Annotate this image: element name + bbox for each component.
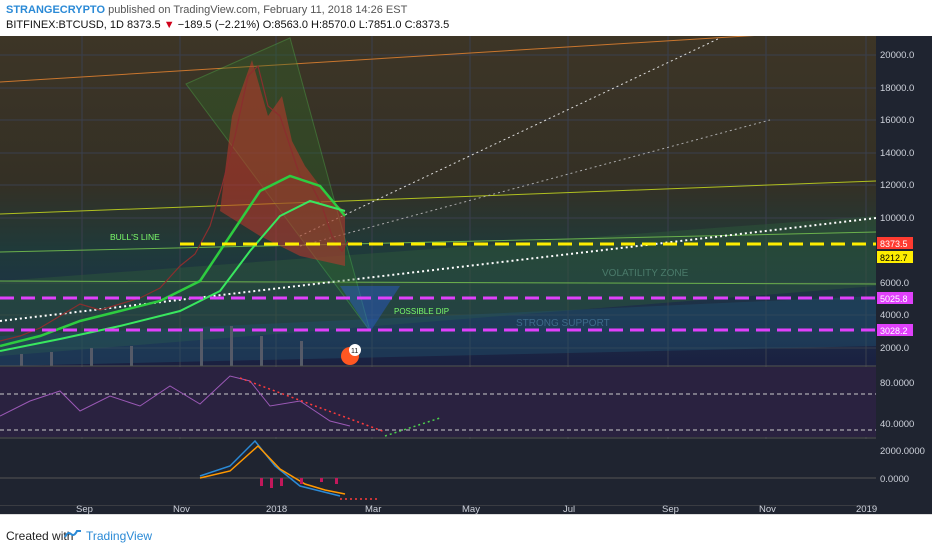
bulls-line-label: BULL'S LINE [110,232,160,242]
time-label-jul: Jul [563,504,576,515]
tradingview-logo-icon[interactable] [64,528,82,540]
symbol-info: BITFINEX:BTCUSD, 1D 8373.5 ▼ −189.5 (−2.… [6,19,449,31]
price-axis[interactable] [876,36,932,514]
time-label-nov: Nov [173,504,190,515]
price-tag-3028: 3028.2 [880,326,908,336]
macd-pane [0,439,876,505]
down-arrow-icon: ▼ [163,19,175,31]
support-zone [0,296,876,366]
strong-support-label: STRONG SUPPORT [516,318,610,329]
footer: Created with TradingView [0,514,932,551]
price-label-4000: 4000.0 [880,310,909,321]
price-tag-current: 8373.5 [880,239,908,249]
time-label-2019: 2019 [856,504,878,515]
price-tag-5025: 5025.8 [880,294,908,304]
price-tag-yellow: 8212.7 [880,253,908,263]
time-label-may: May [462,504,480,515]
possible-dip-label: POSSIBLE DIP [394,307,449,316]
time-label-sep-2: Sep [662,504,679,515]
time-label-mar: Mar [365,504,382,515]
price-label-10000: 10000.0 [880,213,914,224]
top-trendline [0,36,755,83]
symbol-label: BITFINEX:BTCUSD, 1D [6,19,124,31]
published-text: published on TradingView.com, February 1… [105,4,408,16]
chart-drawing: BULL'S LINE POSSIBLE DIP VOLATILITY ZONE… [0,36,932,514]
chart-canvas[interactable]: BULL'S LINE POSSIBLE DIP VOLATILITY ZONE… [0,36,932,516]
chart-header: STRANGECRYPTO published on TradingView.c… [0,0,932,36]
price-label-12000: 12000.0 [880,180,914,191]
head-shoulders-pattern [220,60,345,266]
time-label-nov-2: Nov [759,504,776,515]
price-change: −189.5 (−2.21%) [177,19,260,31]
macd-label-2000: 2000.0000 [880,446,925,457]
tradingview-brand-link[interactable]: TradingView [86,529,153,543]
publish-info: STRANGECRYPTO published on TradingView.c… [6,4,407,16]
price-label-2000: 2000.0 [880,343,909,354]
volatility-zone [0,216,876,356]
volatility-zone-label: VOLATILITY ZONE [602,268,689,279]
macd-label-0: 0.0000 [880,474,909,485]
last-price: 8373.5 [127,19,161,31]
ohlc-values: O:8563.0 H:8570.0 L:7851.0 C:8373.5 [262,19,450,31]
time-label-sep: Sep [76,504,93,515]
event-badge-count: 11 [351,348,358,355]
rsi-label-40: 40.0000 [880,419,914,430]
rsi-pane [0,367,876,437]
rsi-label-80: 80.0000 [880,378,914,389]
author-link[interactable]: STRANGECRYPTO [6,4,106,16]
created-with-label: Created with [6,529,74,543]
main-pane-bg [0,36,876,366]
price-label-20000: 20000.0 [880,50,914,61]
price-label-18000: 18000.0 [880,83,914,94]
price-label-14000: 14000.0 [880,148,914,159]
price-label-6000: 6000.0 [880,278,909,289]
price-label-16000: 16000.0 [880,115,914,126]
time-axis[interactable]: Sep Nov 2018 Mar May Jul Sep Nov 2019 [0,504,878,516]
time-label-2018: 2018 [266,504,288,515]
